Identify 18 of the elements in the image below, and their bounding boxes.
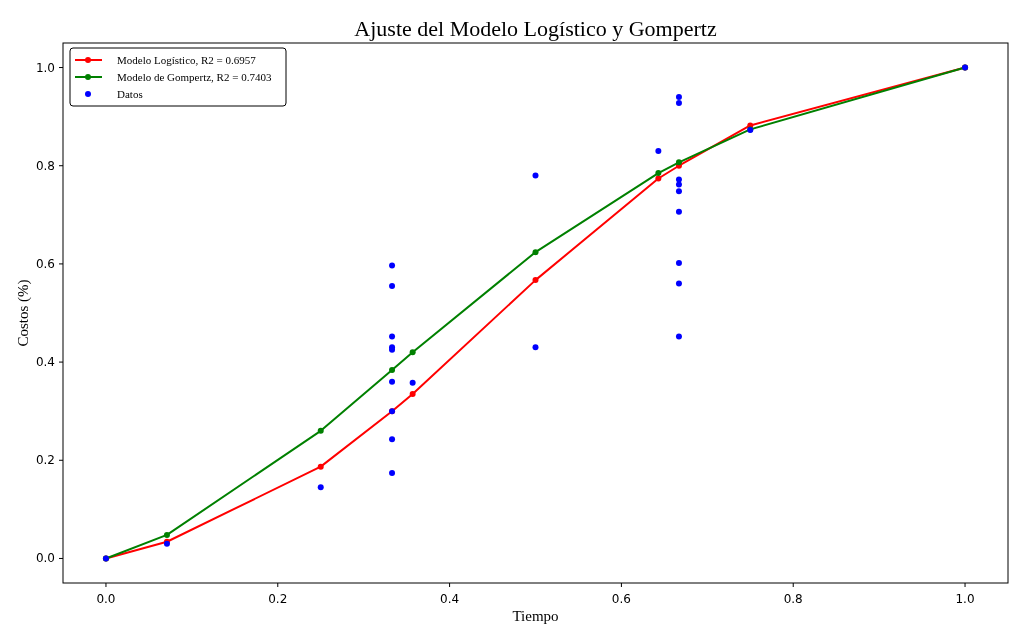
y-tick-label: 0.0 bbox=[35, 551, 55, 566]
y-tick-label: 0.2 bbox=[35, 453, 55, 468]
x-tick-label: 0.2 bbox=[268, 592, 288, 606]
x-tick-label: 1.0 bbox=[955, 592, 975, 606]
x-tick-label: 0.8 bbox=[783, 592, 803, 606]
x-tick-label: 0.0 bbox=[96, 592, 116, 606]
x-tick-label: 0.4 bbox=[440, 592, 460, 606]
legend-label: Modelo Logístico, R2 = 0.6957 bbox=[117, 54, 257, 66]
legend-label: Datos bbox=[117, 88, 143, 100]
chart-title: Ajuste del Modelo Logístico y Gompertz bbox=[354, 16, 717, 41]
y-axis-title: Costos (%) bbox=[15, 279, 32, 347]
x-axis-title: Tiempo bbox=[512, 608, 559, 624]
y-tick-label: 0.8 bbox=[35, 158, 55, 173]
y-tick-label: 0.6 bbox=[35, 256, 55, 271]
legend-label: Modelo de Gompertz, R2 = 0.7403 bbox=[117, 71, 272, 83]
y-tick-label: 1.0 bbox=[35, 60, 55, 75]
x-tick-label: 0.6 bbox=[611, 592, 631, 606]
y-tick-label: 0.4 bbox=[35, 355, 55, 370]
